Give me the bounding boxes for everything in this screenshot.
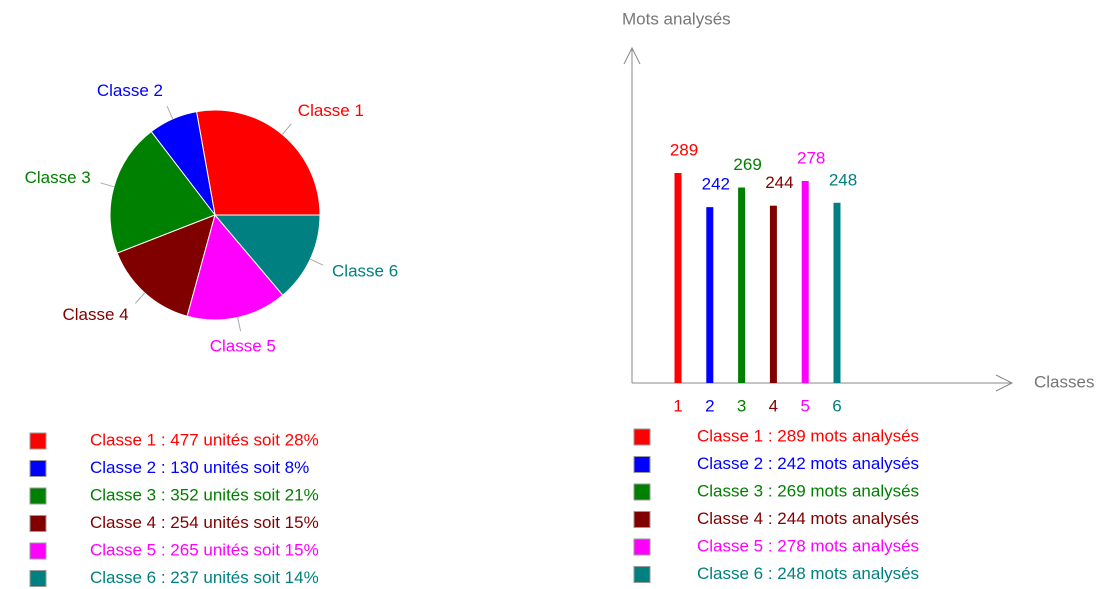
legend-swatch — [633, 566, 651, 583]
leader-line — [100, 182, 115, 188]
legend-label: Classe 1 : 289 mots analysés — [697, 426, 919, 445]
legend-label: Classe 6 : 237 unités soit 14% — [90, 568, 319, 587]
legend-label: Classe 2 : 130 unités soit 8% — [90, 458, 309, 477]
legend-swatch — [29, 460, 47, 477]
x-axis-label: Classes — [1034, 372, 1094, 391]
slice-label: Classe 3 — [25, 168, 91, 187]
leader-line — [237, 317, 242, 332]
x-tick-label: 5 — [800, 396, 809, 415]
value-label: 269 — [733, 155, 761, 174]
bar — [706, 207, 714, 383]
legend-swatch — [633, 456, 651, 473]
bar — [674, 172, 682, 383]
slice-label: Classe 1 — [298, 101, 364, 120]
value-label: 244 — [765, 173, 793, 192]
legend-swatch — [29, 515, 47, 532]
legend-swatch — [29, 432, 47, 450]
x-tick-label: 1 — [673, 396, 682, 415]
pie-slice — [213, 214, 321, 296]
leader-line — [166, 105, 174, 120]
value-label: 289 — [670, 140, 698, 159]
x-tick-label: 4 — [769, 396, 778, 415]
slice-label: Classe 6 — [332, 261, 398, 280]
y-axis-label: Mots analysés — [622, 9, 731, 28]
legend-swatch — [633, 511, 651, 528]
legend-swatch — [29, 487, 47, 505]
bar — [738, 187, 746, 383]
legend-swatch — [29, 542, 47, 560]
value-label: 242 — [702, 175, 730, 194]
legend-label: Classe 5 : 278 mots analysés — [697, 536, 919, 555]
leader-line — [282, 123, 292, 135]
x-tick-label: 3 — [737, 396, 746, 415]
legend-label: Classe 4 : 244 mots analysés — [697, 509, 919, 528]
legend-swatch — [633, 483, 651, 501]
legend-label: Classe 6 : 248 mots analysés — [697, 564, 919, 583]
legend-swatch — [633, 538, 651, 556]
leader-line — [134, 292, 146, 304]
legend-label: Classe 5 : 265 unités soit 15% — [90, 540, 319, 559]
legend-swatch — [29, 570, 47, 587]
x-tick-label: 2 — [705, 396, 714, 415]
legend-label: Classe 2 : 242 mots analysés — [697, 454, 919, 473]
slice-label: Classe 4 — [62, 305, 128, 324]
legend-label: Classe 1 : 477 unités soit 28% — [90, 430, 319, 449]
legend-swatch — [633, 428, 651, 446]
bar — [833, 202, 841, 383]
y-arrow — [623, 46, 641, 65]
legend-label: Classe 3 : 269 mots analysés — [697, 481, 919, 500]
bar — [769, 205, 777, 383]
slice-label: Classe 5 — [210, 336, 276, 355]
axes — [623, 46, 1014, 392]
legend-label: Classe 4 : 254 unités soit 15% — [90, 513, 319, 532]
value-label: 278 — [797, 148, 825, 167]
pie-slice — [195, 109, 321, 216]
leader-line — [310, 258, 324, 266]
value-label: 248 — [829, 170, 857, 189]
slice-label: Classe 2 — [97, 81, 163, 100]
bar — [801, 180, 809, 383]
x-arrow — [995, 374, 1014, 392]
x-tick-label: 6 — [832, 396, 841, 415]
legend-label: Classe 3 : 352 unités soit 21% — [90, 485, 319, 504]
